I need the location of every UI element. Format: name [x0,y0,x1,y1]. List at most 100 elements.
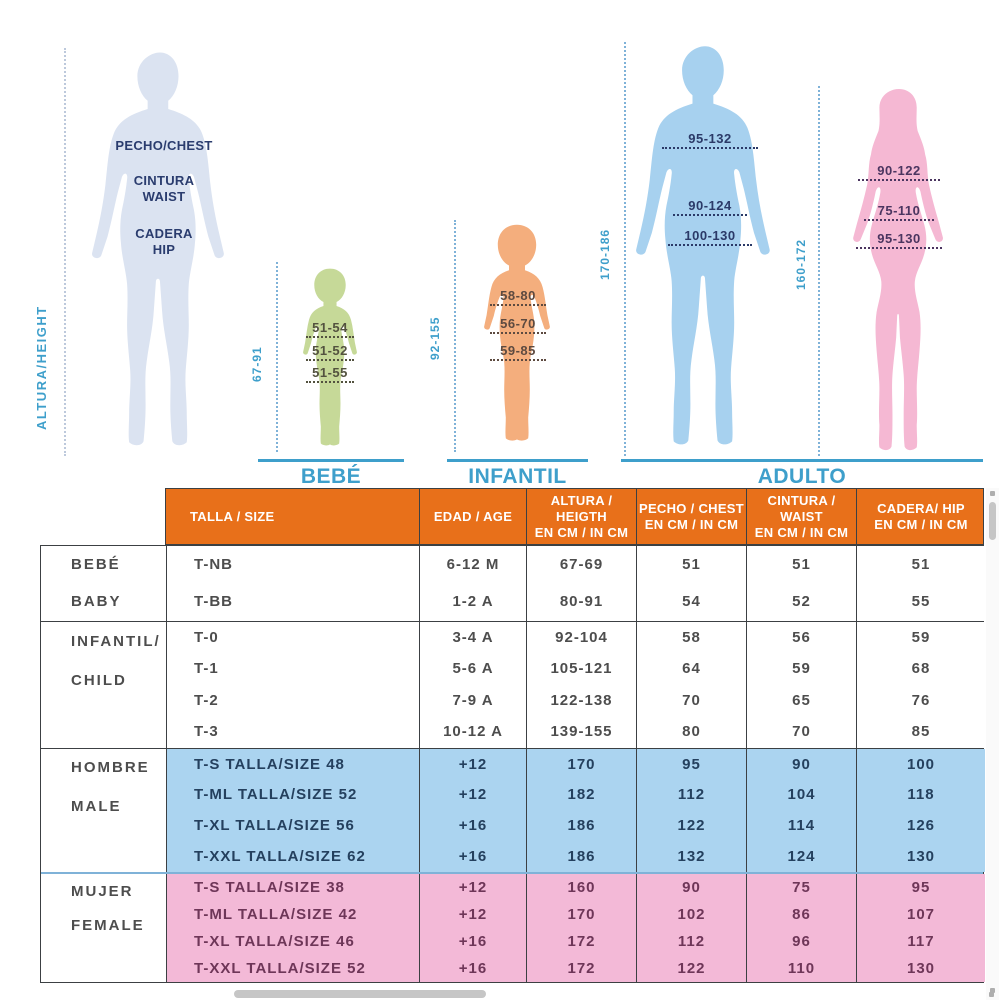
hip-label: CADERA HIP [135,226,193,257]
table-cell: 102 [677,905,706,923]
table-cell: MALE [71,798,122,816]
table-cell: 90 [792,755,811,773]
table-cell: 105-121 [550,660,613,678]
table-cell: T-XXL TALLA/SIZE 62 [194,847,366,865]
table-column: 3-4 A 5-6 A 7-9 A 10-12 A [419,622,526,748]
female-chest-measure: 90-122 [858,163,940,181]
male-height-range: 170-186 [598,228,612,280]
table-cell: 64 [682,660,701,678]
table-cell: 130 [906,959,936,977]
table-column: MUJER FEMALE [41,874,166,982]
child-hip-measure: 59-85 [490,343,546,361]
table-column: 92-104 105-121 122-138 139-155 [526,622,636,748]
table-cell: T-3 [194,723,219,741]
table-cell: 59 [911,628,931,646]
table-column: 59 68 76 85 [856,622,985,748]
table-cell: 95 [911,878,931,896]
table-column: 160 170 172 172 [526,874,636,982]
table-cell: 112 [677,932,706,950]
table-column: 67-69 80-91 [526,546,636,621]
table-cell: FEMALE [71,917,145,935]
scroll-up-arrow-icon[interactable] [990,491,995,496]
table-column: +12 +12 +16 +16 [419,749,526,872]
adulto-underline [621,459,983,462]
table-group-hombre: HOMBRE MALE T-S TALLA/SIZE 48 T-ML TALLA/SI… [41,748,985,872]
male-height-dotted-line [624,42,626,456]
table-cell: BABY [71,593,122,611]
header-cadera-hip: CADERA/ HIP EN CM / IN CM [856,489,985,544]
table-cell: 70 [682,691,701,709]
adult-male-figure [632,40,778,457]
table-cell: 1-2 A [452,593,494,611]
table-cell: 132 [677,847,706,865]
table-cell: 117 [907,932,935,950]
size-table: TALLA / SIZE EDAD / AGE ALTURA / HEIGTH E… [40,488,985,983]
child-height-range: 92-155 [428,316,442,360]
table-cell: 122 [677,817,706,834]
table-cell: T-XL TALLA/SIZE 46 [194,932,355,950]
table-column: 100 118 126 130 [856,749,985,872]
table-cell: 186 [567,847,596,865]
height-axis-label: ALTURA/HEIGHT [34,305,49,430]
table-column: 90 104 114 124 [746,749,856,872]
table-cell: 65 [792,691,811,709]
table-cell: T-0 [194,628,219,646]
table-column: 75 86 96 110 [746,874,856,982]
table-group-infantil: INFANTIL/CHILD T-0 T-1 T-2 T-3 3-4 A 5-6 A 7-9 … [41,621,985,748]
table-cell: T-S TALLA/SIZE 38 [194,878,345,896]
adulto-section-label: ADULTO [757,465,847,488]
table-column: T-0 T-1 T-2 T-3 [166,622,419,748]
table-cell: MUJER [71,882,134,900]
table-cell: INFANTIL/ [71,632,161,650]
table-group-mujer: MUJER FEMALE T-S TALLA/SIZE 38 T-ML TALLA/S… [41,872,985,982]
female-waist-measure: 75-110 [864,203,934,221]
table-cell: 70 [792,723,811,741]
table-cell: 182 [567,786,596,804]
scroll-down-arrow-icon[interactable] [990,988,995,993]
table-column: T-S TALLA/SIZE 48 T-ML TALLA/SIZE 52 T-XL … [166,749,419,872]
table-cell: 160 [567,878,596,896]
height-axis-dotted-line [64,48,66,456]
table-cell: 67-69 [559,555,604,573]
horizontal-scrollbar-thumb[interactable] [234,990,486,998]
table-cell: +16 [458,932,488,950]
female-height-range: 160-172 [794,238,808,290]
vertical-scrollbar[interactable] [986,488,999,1000]
table-column: 51 52 [746,546,856,621]
child-waist-measure: 56-70 [490,316,546,334]
table-cell: 75 [792,878,811,896]
table-cell: 10-12 A [443,723,503,741]
table-cell: T-ML TALLA/SIZE 42 [194,905,358,923]
table-cell: +16 [458,959,488,977]
table-cell: 3-4 A [452,628,494,646]
table-cell: 107 [906,905,936,923]
table-cell: 56 [792,628,811,646]
table-cell: 51 [911,555,931,573]
baby-hip-measure: 51-55 [306,365,354,383]
table-cell: 112 [677,786,706,804]
table-column: 58 64 70 80 [636,622,746,748]
table-column: 90 102 112 122 [636,874,746,982]
table-cell: 170 [567,755,596,773]
table-column: 51 55 [856,546,985,621]
table-cell: T-BB [194,593,233,611]
table-cell: T-NB [194,555,233,573]
vertical-scrollbar-thumb[interactable] [989,502,996,540]
header-cintura-waist: CINTURA / WAIST EN CM / IN CM [746,489,856,544]
header-pecho-chest: PECHO / CHEST EN CM / IN CM [636,489,746,544]
table-cell: 186 [567,817,596,834]
table-column: 56 59 65 70 [746,622,856,748]
table-cell: 118 [907,786,935,804]
table-cell: 86 [792,905,811,923]
header-talla-size: TALLA / SIZE [190,508,275,524]
table-cell: 104 [787,786,816,804]
table-cell: 170 [567,905,596,923]
table-cell: 85 [911,723,931,741]
table-column: HOMBRE MALE [41,749,166,872]
table-cell: 51 [792,555,811,573]
table-cell: 110 [787,959,816,977]
baby-height-range: 67-91 [250,346,264,382]
table-cell: 114 [787,817,816,834]
table-cell: 172 [567,959,596,977]
table-cell: CHILD [71,672,127,690]
